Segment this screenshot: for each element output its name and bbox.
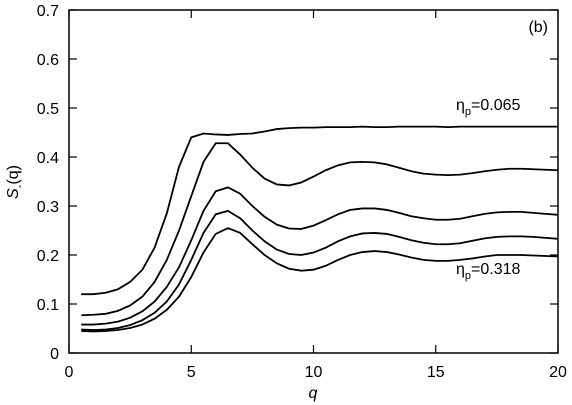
- y-tick-label: 0.6: [37, 52, 59, 69]
- x-tick-label: 15: [427, 364, 445, 381]
- x-tick-label: 5: [187, 364, 196, 381]
- y-tick-label: 0.2: [37, 248, 59, 265]
- y-label-sub: -: [14, 184, 26, 188]
- x-tick-label: 20: [549, 364, 567, 381]
- y-tick-label: 0.4: [37, 150, 59, 167]
- x-tick-label: 10: [305, 364, 323, 381]
- data-line: [81, 209, 559, 331]
- annotation-value: =0.065: [471, 97, 520, 114]
- plot-frame: [68, 9, 559, 354]
- y-axis-label: S-(q): [5, 165, 26, 199]
- annotation-symbol: η: [456, 261, 465, 278]
- y-label-tail: (q): [5, 165, 22, 185]
- data-line: [81, 186, 559, 326]
- y-tick-label: 0: [50, 346, 59, 363]
- annotation: ηp=0.318: [456, 261, 521, 282]
- y-tick-label: 0.7: [37, 3, 59, 20]
- data-line: [81, 227, 559, 333]
- annotation: ηp=0.065: [456, 97, 521, 118]
- y-label-main: S: [5, 188, 22, 199]
- data-line: [81, 125, 558, 296]
- x-tick-label: 0: [65, 364, 74, 381]
- y-tick-label: 0.5: [37, 101, 59, 118]
- y-tick-label: 0.1: [37, 297, 59, 314]
- panel-label: (b): [528, 19, 548, 36]
- annotation-sub: p: [465, 106, 471, 118]
- x-axis-label: q: [309, 385, 318, 402]
- annotation-symbol: η: [456, 97, 465, 114]
- annotation-sub: p: [465, 270, 471, 282]
- y-tick-label: 0.3: [37, 199, 59, 216]
- data-line: [81, 142, 559, 317]
- annotation-value: =0.318: [471, 261, 520, 278]
